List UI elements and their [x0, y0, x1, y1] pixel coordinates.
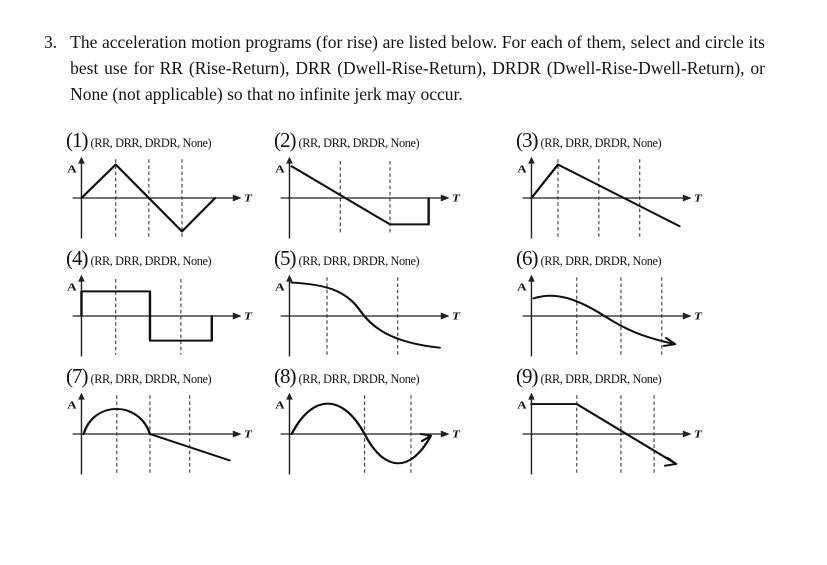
a-axis-label: A [275, 398, 285, 410]
acceleration-graph: A T [67, 156, 253, 239]
v-axis-arrow-icon [78, 274, 85, 282]
program-cell: (5) (RR, DRR, DRDR, None) A T [274, 246, 506, 360]
options-label: (RR, DRR, DRDR, None) [540, 135, 662, 150]
guide-lines [115, 278, 182, 355]
program-number: (3) [516, 127, 538, 152]
waveform-path [290, 281, 441, 349]
v-axis-arrow-icon [286, 156, 293, 164]
program-cell: (4) (RR, DRR, DRDR, None) A T [66, 246, 264, 360]
program-header: (1) (RR, DRR, DRDR, None) [66, 128, 264, 153]
a-axis-label: A [67, 162, 77, 174]
program-header: (6) (RR, DRR, DRDR, None) [516, 246, 756, 271]
program-header: (5) (RR, DRR, DRDR, None) [274, 246, 506, 271]
waveform-path [530, 163, 681, 227]
acceleration-graph: A T [517, 274, 703, 357]
a-axis-label: A [517, 398, 527, 410]
program-cell: (8) (RR, DRR, DRDR, None) A T [274, 364, 506, 478]
programs-grid: (1) (RR, DRR, DRDR, None) A T (2) (RR, D… [66, 128, 827, 478]
program-cell: (6) (RR, DRR, DRDR, None) A T [516, 246, 756, 360]
h-axis-arrow-icon [440, 312, 450, 320]
h-axis-arrow-icon [682, 430, 692, 438]
a-axis-label: A [275, 280, 285, 292]
waveform-path [530, 402, 678, 467]
v-axis-arrow-icon [78, 156, 85, 164]
waveform-path [82, 407, 231, 462]
question-number: 3. [44, 32, 58, 52]
acceleration-graph: A T [67, 392, 253, 475]
t-axis-label: T [244, 427, 253, 439]
options-label: (RR, DRR, DRDR, None) [90, 135, 212, 150]
waveform-path [80, 290, 214, 342]
t-axis-label: T [694, 309, 703, 321]
waveform-path [532, 294, 677, 347]
v-axis-arrow-icon [528, 274, 535, 282]
program-number: (1) [66, 127, 88, 152]
v-axis-arrow-icon [286, 392, 293, 400]
options-label: (RR, DRR, DRDR, None) [90, 371, 212, 386]
options-label: (RR, DRR, DRDR, None) [298, 135, 420, 150]
program-header: (3) (RR, DRR, DRDR, None) [516, 128, 756, 153]
h-axis-arrow-icon [440, 430, 450, 438]
h-axis-arrow-icon [232, 312, 242, 320]
program-number: (9) [516, 363, 538, 388]
acceleration-graph: A T [67, 274, 253, 357]
program-number: (6) [516, 245, 538, 270]
t-axis-label: T [694, 427, 703, 439]
program-header: (8) (RR, DRR, DRDR, None) [274, 364, 506, 389]
acceleration-graph: A T [275, 274, 461, 357]
a-axis-label: A [517, 162, 527, 174]
program-header: (2) (RR, DRR, DRDR, None) [274, 128, 506, 153]
program-number: (8) [274, 363, 296, 388]
program-cell: (1) (RR, DRR, DRDR, None) A T [66, 128, 264, 242]
v-axis-arrow-icon [286, 274, 293, 282]
h-axis-arrow-icon [440, 194, 450, 202]
a-axis-label: A [67, 280, 77, 292]
waveform-path [80, 163, 217, 233]
t-axis-label: T [244, 309, 253, 321]
options-label: (RR, DRR, DRDR, None) [298, 371, 420, 386]
options-label: (RR, DRR, DRDR, None) [90, 253, 212, 268]
t-axis-label: T [452, 191, 461, 203]
v-axis-arrow-icon [528, 156, 535, 164]
program-cell: (7) (RR, DRR, DRDR, None) A T [66, 364, 264, 478]
program-number: (5) [274, 245, 296, 270]
waveform-path [290, 402, 433, 464]
program-header: (4) (RR, DRR, DRDR, None) [66, 246, 264, 271]
t-axis-label: T [244, 191, 253, 203]
acceleration-graph: A T [275, 156, 461, 239]
options-label: (RR, DRR, DRDR, None) [540, 253, 662, 268]
acceleration-graph: A T [517, 392, 703, 475]
h-axis-arrow-icon [682, 194, 692, 202]
t-axis-label: T [452, 427, 461, 439]
t-axis-label: T [694, 191, 703, 203]
program-cell: (3) (RR, DRR, DRDR, None) A T [516, 128, 756, 242]
t-axis-label: T [452, 309, 461, 321]
h-axis-arrow-icon [232, 194, 242, 202]
a-axis-label: A [517, 280, 527, 292]
h-axis-arrow-icon [232, 430, 242, 438]
options-label: (RR, DRR, DRDR, None) [298, 253, 420, 268]
h-axis-arrow-icon [682, 312, 692, 320]
acceleration-graph: A T [275, 392, 461, 475]
program-number: (4) [66, 245, 88, 270]
program-header: (7) (RR, DRR, DRDR, None) [66, 364, 264, 389]
v-axis-arrow-icon [78, 392, 85, 400]
program-header: (9) (RR, DRR, DRDR, None) [516, 364, 756, 389]
question-block: 3. The acceleration motion programs (for… [0, 0, 827, 108]
program-number: (7) [66, 363, 88, 388]
waveform-path [290, 165, 430, 226]
a-axis-label: A [275, 162, 285, 174]
v-axis-arrow-icon [528, 392, 535, 400]
program-cell: (9) (RR, DRR, DRDR, None) A T [516, 364, 756, 478]
acceleration-graph: A T [517, 156, 703, 239]
program-cell: (2) (RR, DRR, DRDR, None) A T [274, 128, 506, 242]
question-text: The acceleration motion programs (for ri… [70, 32, 765, 104]
options-label: (RR, DRR, DRDR, None) [540, 371, 662, 386]
a-axis-label: A [67, 398, 77, 410]
program-number: (2) [274, 127, 296, 152]
